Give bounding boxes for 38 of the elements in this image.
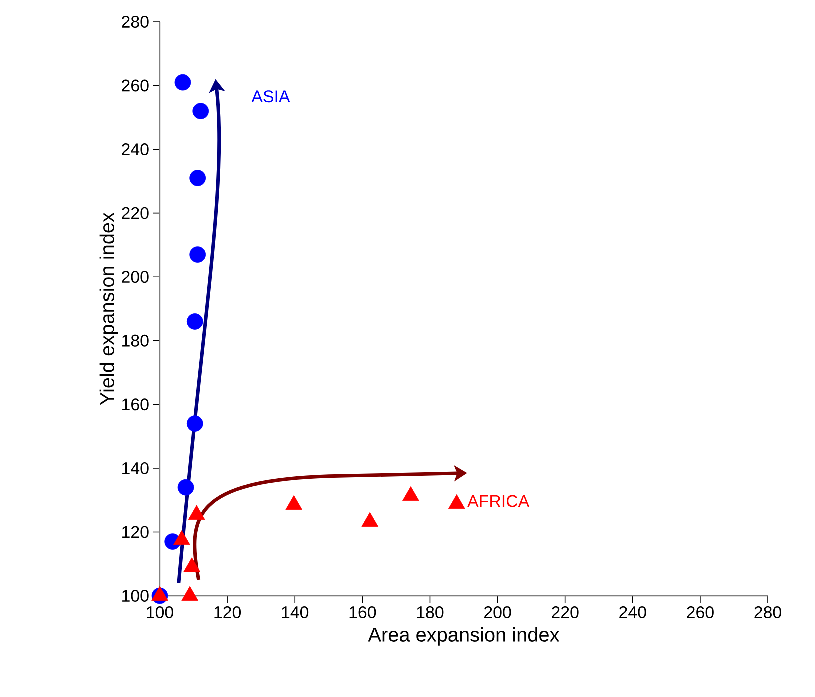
point — [182, 586, 198, 601]
y-tick-label: 140 — [122, 462, 149, 474]
point — [448, 494, 466, 510]
point — [186, 314, 204, 330]
x-tick-label: 220 — [552, 606, 579, 618]
y-tick-label: 240 — [122, 144, 149, 156]
point — [190, 246, 206, 263]
x-tick-label: 280 — [754, 606, 782, 618]
point — [152, 586, 168, 601]
y-tick-label: 200 — [122, 271, 149, 284]
x-tick-label: 240 — [620, 606, 646, 618]
point — [286, 495, 302, 510]
x-tick-label: 140 — [282, 606, 309, 618]
x-tick-label: 180 — [417, 606, 444, 618]
y-tick-label: 160 — [122, 398, 149, 411]
y-tick-label: 260 — [122, 80, 149, 92]
x-tick-label: 120 — [214, 606, 242, 618]
y-tick-label: 280 — [122, 16, 149, 28]
x-axis-title: Area expansion index — [368, 627, 560, 646]
point — [192, 103, 210, 120]
point — [174, 74, 192, 91]
series-label: AFRICA — [468, 495, 530, 508]
x-tick-label: 160 — [350, 606, 376, 618]
point — [184, 558, 200, 572]
point — [362, 512, 378, 527]
x-tick-label: 200 — [484, 606, 512, 618]
x-tick-label: 100 — [147, 606, 174, 618]
y-tick-label: 180 — [122, 334, 149, 347]
point — [174, 530, 190, 546]
point — [190, 170, 206, 186]
y-tick-label: 100 — [122, 590, 149, 602]
point — [188, 505, 206, 520]
x-tick-label: 260 — [687, 606, 714, 618]
y-tick-label: 220 — [122, 207, 149, 220]
y-tick-label: 120 — [122, 526, 149, 538]
point — [402, 486, 420, 502]
text: ASIA — [252, 90, 290, 103]
y-axis-title: Yield expansion index — [100, 212, 118, 406]
